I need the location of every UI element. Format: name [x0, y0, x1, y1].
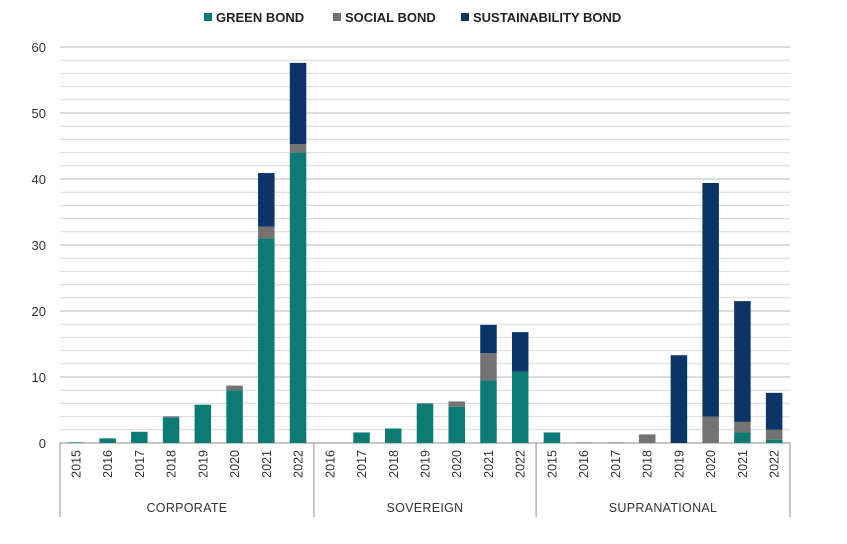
x-tick-label: 2022	[514, 450, 528, 478]
x-tick-label: 2015	[545, 450, 559, 478]
x-axis: 2015 2016 2017 2018 2019 2020 2021 2022 CORPORAT…	[59, 443, 791, 517]
y-tick-label: 60	[32, 40, 46, 55]
y-axis: 0 10 20 30 40 50 60	[32, 40, 46, 451]
y-tick-label: 30	[32, 238, 46, 253]
green-bond-bar	[289, 152, 307, 443]
x-tick-label: 2020	[450, 450, 464, 478]
x-tick-label: 2021	[260, 450, 274, 478]
green-bond-bar	[385, 428, 402, 443]
social-bond-bar	[734, 421, 751, 433]
y-tick-label: 10	[32, 370, 46, 385]
gridlines	[60, 46, 790, 444]
social-bond-bar	[226, 385, 243, 391]
x-tick-label: 2019	[672, 450, 686, 478]
social-bond-bar	[702, 416, 719, 443]
sustainability-bond-bar	[765, 392, 783, 430]
green-bond-bar	[543, 432, 561, 443]
sustainability-bond-bar	[258, 173, 275, 227]
legend-swatch	[461, 13, 469, 21]
x-tick-label: 2017	[133, 450, 147, 478]
legend-swatch	[333, 13, 341, 21]
bars	[67, 62, 783, 443]
x-tick-label: 2019	[419, 450, 433, 478]
x-tick-label: 2017	[355, 450, 369, 478]
x-tick-label: 2016	[577, 450, 591, 478]
green-bond-bar	[162, 417, 180, 443]
green-bond-bar	[448, 406, 465, 443]
green-bond-bar	[734, 432, 751, 443]
green-bond-bar	[67, 442, 85, 443]
legend-label: SUSTAINABILITY BOND	[473, 10, 621, 25]
green-bond-bar	[765, 439, 783, 443]
green-bond-bar	[511, 371, 529, 443]
social-bond-bar	[448, 401, 465, 407]
social-bond-bar	[607, 442, 624, 443]
x-tick-label: 2016	[323, 450, 337, 478]
sustainability-bond-bar	[162, 416, 180, 418]
green-bond-bar	[226, 390, 243, 443]
legend-swatch	[204, 13, 212, 21]
green-bond-bar	[131, 431, 148, 443]
sustainability-bond-bar	[670, 355, 688, 443]
group-label: SUPRANATIONAL	[609, 501, 718, 515]
y-tick-label: 50	[32, 106, 46, 121]
green-bond-bar	[416, 403, 434, 443]
x-tick-label: 2015	[69, 450, 83, 478]
x-tick-label: 2022	[292, 450, 306, 478]
x-tick-label: 2017	[609, 450, 623, 478]
green-bond-bar	[258, 238, 275, 443]
y-tick-label: 0	[39, 436, 46, 451]
x-tick-label: 2021	[482, 450, 496, 478]
x-tick-label: 2018	[641, 450, 655, 478]
green-bond-bar	[353, 432, 370, 443]
sustainability-bond-bar	[734, 301, 751, 422]
social-bond-bar	[638, 434, 656, 443]
social-bond-bar	[289, 144, 307, 153]
social-bond-bar	[765, 429, 783, 440]
x-tick-label: 2019	[196, 450, 210, 478]
group-label: CORPORATE	[146, 501, 227, 515]
x-tick-label: 2022	[768, 450, 782, 478]
x-tick-label: 2018	[387, 450, 401, 478]
x-tick-label: 2018	[165, 450, 179, 478]
x-tick-label: 2016	[101, 450, 115, 478]
legend-label: SOCIAL BOND	[345, 10, 436, 25]
sustainability-bond-bar	[702, 182, 719, 417]
social-bond-bar	[258, 226, 275, 239]
social-bond-bar	[575, 442, 592, 443]
social-bond-bar	[162, 417, 180, 418]
sustainability-bond-bar	[480, 324, 497, 354]
green-bond-bar	[99, 438, 116, 443]
legend-label: GREEN BOND	[216, 10, 304, 25]
green-bond-bar	[194, 404, 212, 443]
social-bond-bar	[480, 353, 497, 381]
group-label: SOVEREIGN	[386, 501, 463, 515]
green-bond-bar	[480, 380, 497, 443]
x-tick-label: 2020	[704, 450, 718, 478]
y-tick-label: 20	[32, 304, 46, 319]
y-tick-label: 40	[32, 172, 46, 187]
x-tick-label: 2021	[736, 450, 750, 478]
legend: GREEN BOND SOCIAL BOND SUSTAINABILITY BOND	[204, 10, 621, 25]
x-tick-label: 2020	[228, 450, 242, 478]
sustainability-bond-bar	[289, 62, 307, 145]
sustainability-bond-bar	[511, 332, 529, 372]
